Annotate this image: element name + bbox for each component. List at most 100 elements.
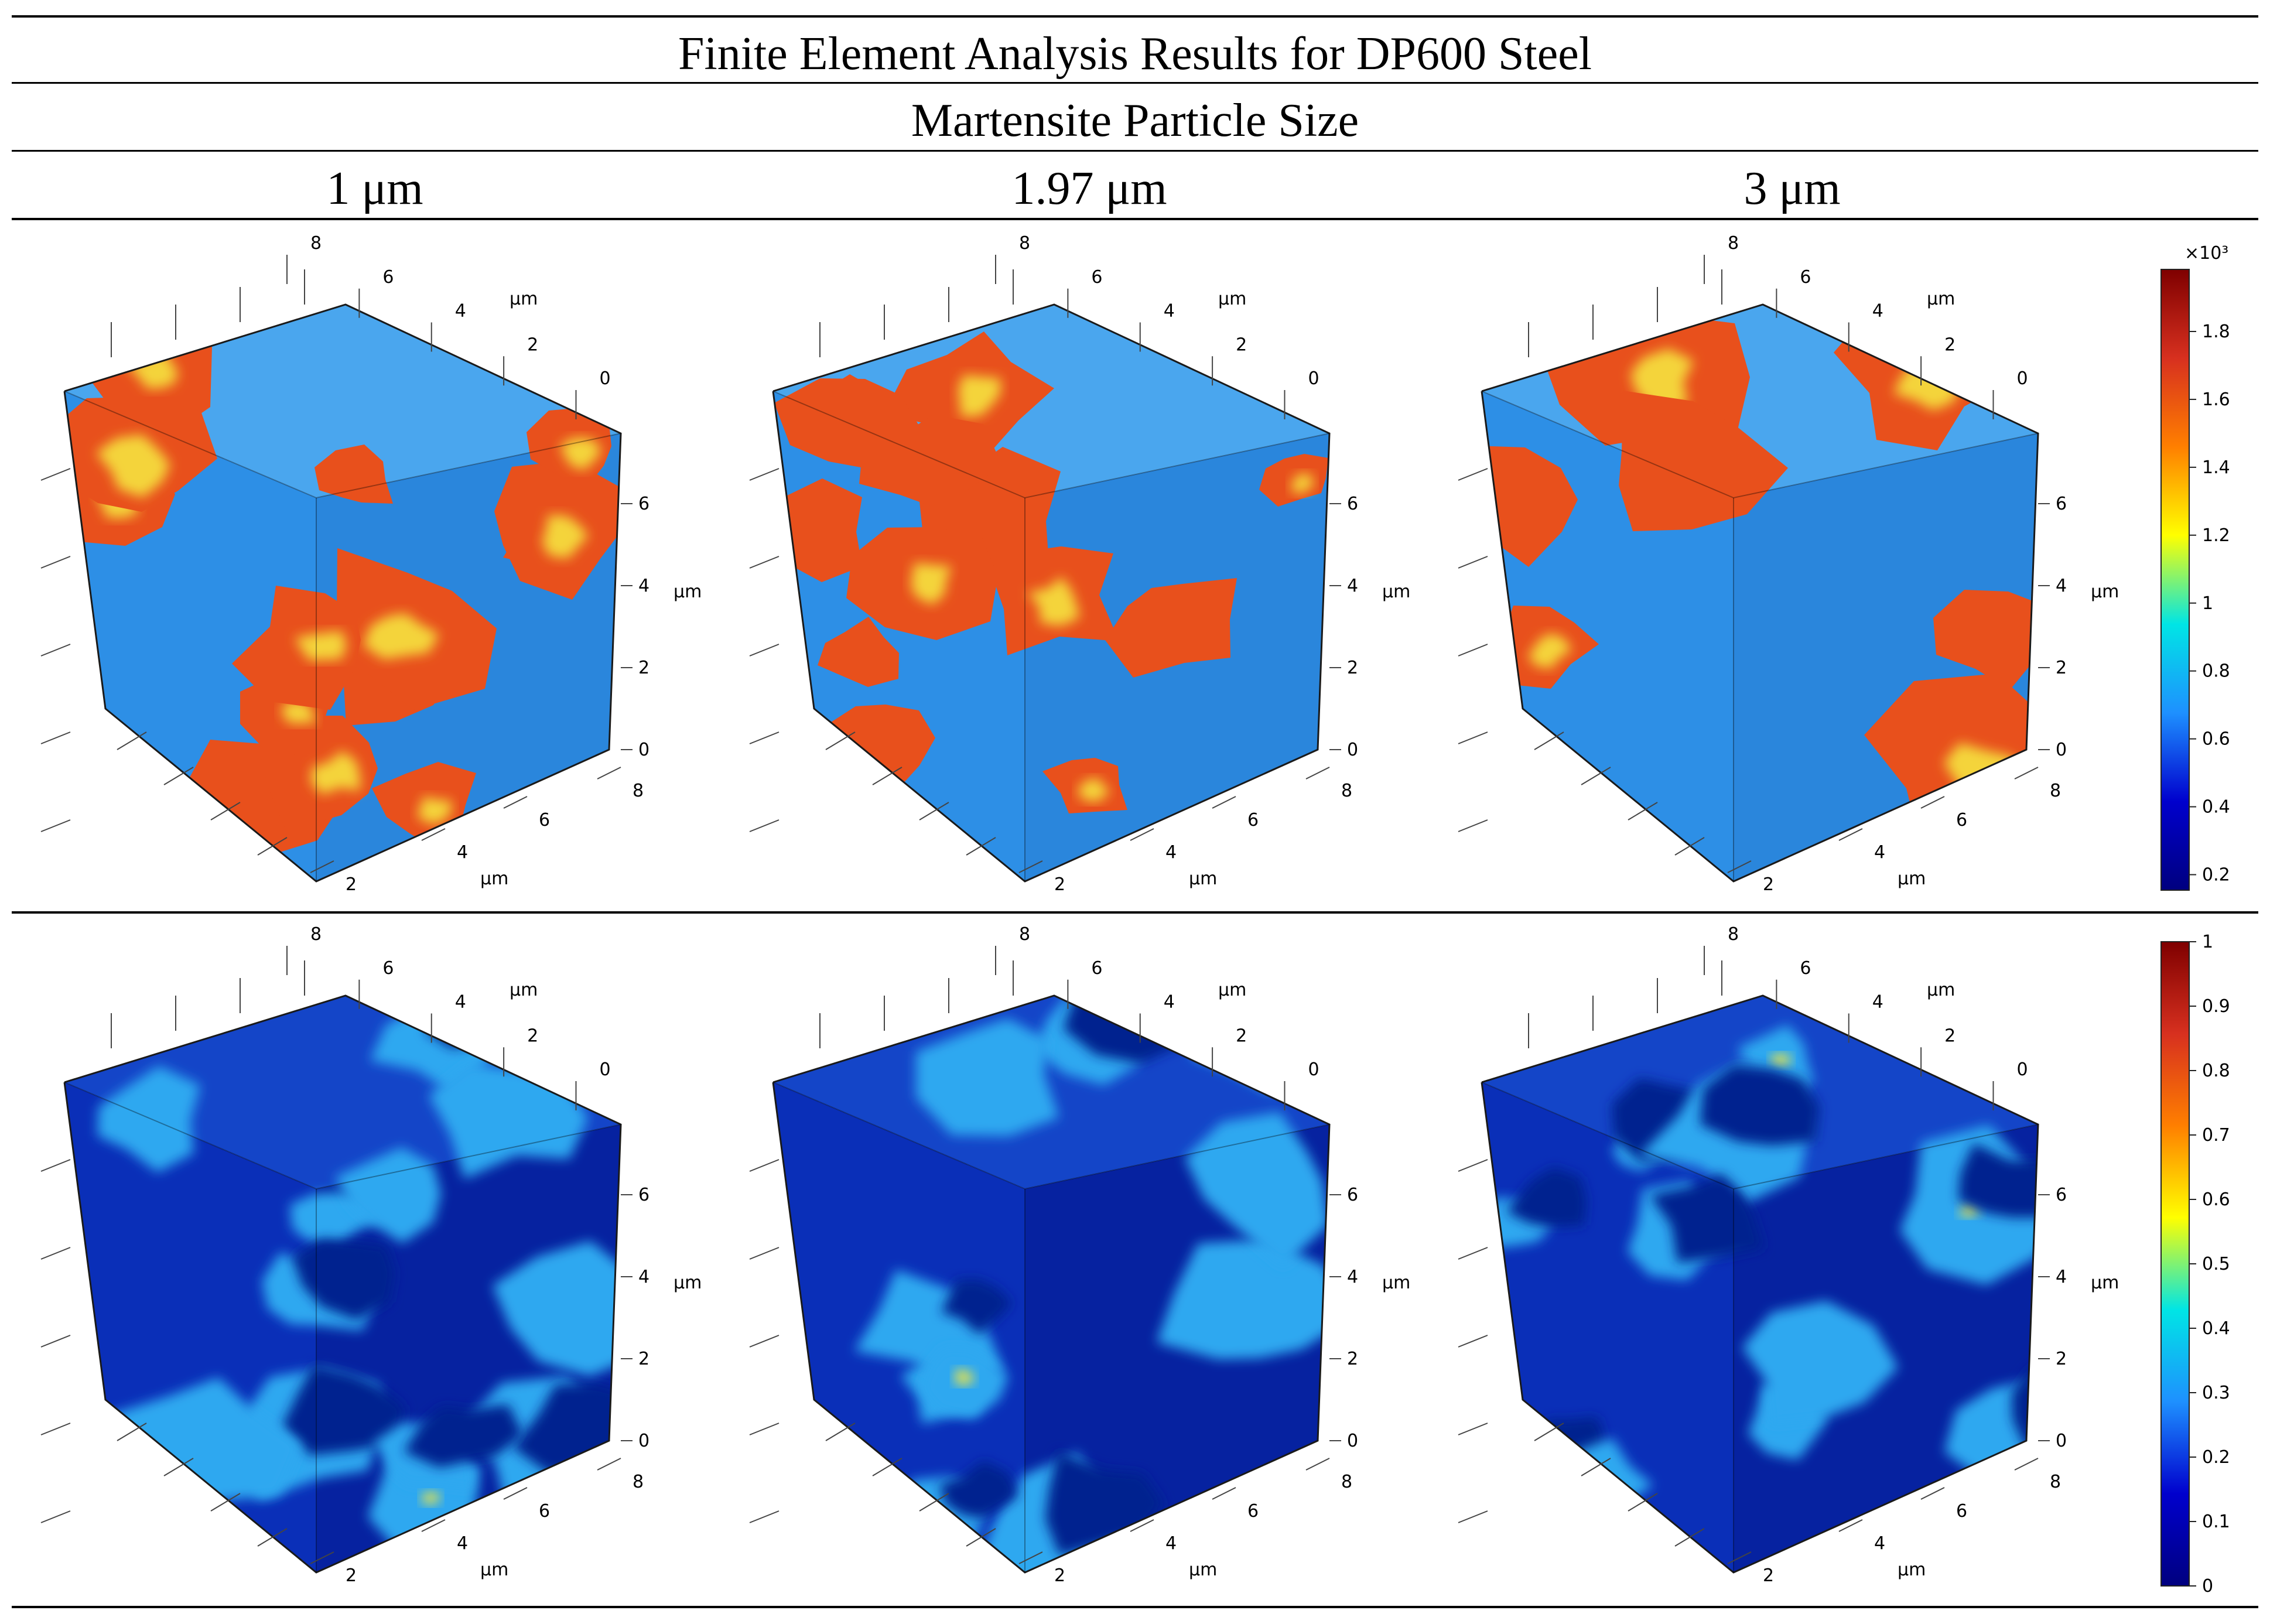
right-axis-tick-label: 6 bbox=[638, 1185, 649, 1205]
axis-tick bbox=[40, 1423, 71, 1435]
axis-tick bbox=[1458, 644, 1488, 657]
right-axis-tick-label: 6 bbox=[638, 494, 649, 514]
strain-band bbox=[1157, 1239, 1329, 1359]
top-axis-unit: μm bbox=[510, 980, 538, 1000]
axis-tick bbox=[749, 556, 780, 569]
strain-hotspot bbox=[421, 1491, 440, 1505]
cube-strain-1: 8 6 4 2 0 μm 6 4 2 0 μm 8 6 4 2 μm bbox=[40, 924, 702, 1586]
axis-tick bbox=[1458, 1247, 1488, 1260]
stress-hotspot bbox=[911, 563, 952, 605]
axis-tick bbox=[919, 802, 949, 820]
axis-tick bbox=[1838, 1519, 1863, 1532]
axis-tick bbox=[749, 1159, 780, 1172]
right-axis-tick-label: 0 bbox=[2056, 740, 2067, 760]
top-axis-tick-label: 2 bbox=[527, 1025, 538, 1046]
top-axis-tick-label: 8 bbox=[1019, 233, 1030, 254]
axis-tick bbox=[1212, 1487, 1236, 1500]
strain-band bbox=[1944, 1380, 2038, 1481]
top-axis-tick-label: 4 bbox=[455, 992, 466, 1013]
bottom-axis-tick-label: 4 bbox=[1874, 1533, 1885, 1554]
right-axis-tick-label: 2 bbox=[2056, 658, 2067, 678]
stress-hotspot bbox=[310, 751, 361, 795]
right-axis-unit: μm bbox=[1382, 582, 1410, 602]
axis-tick bbox=[1212, 796, 1236, 809]
colorbar-tick-label: 0.6 bbox=[2202, 729, 2230, 750]
axis-tick bbox=[257, 1528, 288, 1547]
colorbar-tick-label: 1.6 bbox=[2202, 389, 2230, 410]
axis-tick bbox=[40, 731, 71, 744]
top-axis-tick-label: 6 bbox=[1091, 267, 1102, 288]
strain-band bbox=[916, 1018, 1059, 1136]
stress-hotspot bbox=[542, 515, 589, 559]
right-axis-unit: μm bbox=[1382, 1273, 1410, 1293]
axis-tick bbox=[597, 1458, 621, 1471]
top-axis-tick-label: 4 bbox=[1164, 301, 1175, 322]
top-axis-unit: μm bbox=[510, 289, 538, 309]
colorbar-exponent: ×10³ bbox=[2184, 243, 2228, 264]
axis-tick bbox=[40, 644, 71, 657]
stress-hotspot bbox=[1528, 633, 1572, 669]
column-header-rule bbox=[12, 218, 2258, 220]
martensite-region bbox=[1933, 590, 2038, 690]
strain-hotspot bbox=[1592, 1477, 1611, 1492]
axis-tick bbox=[1130, 1519, 1154, 1532]
low-strain-region bbox=[1958, 1143, 2038, 1218]
subtitle: Martensite Particle Size bbox=[911, 95, 1359, 146]
axis-tick bbox=[1534, 1423, 1564, 1441]
axis-tick bbox=[1581, 767, 1611, 785]
bottom-axis-tick-label: 8 bbox=[1341, 781, 1352, 801]
colorbar-tick-label: 0.4 bbox=[2202, 1318, 2230, 1339]
right-axis-tick-label: 6 bbox=[2056, 1185, 2067, 1205]
axis-tick bbox=[1727, 860, 1752, 873]
axis-tick bbox=[1130, 828, 1154, 841]
cube-stress-3: 8 6 4 2 0 μm 6 4 2 0 μm 8 6 4 2 μm bbox=[1458, 233, 2119, 895]
low-strain-region bbox=[1700, 1065, 1820, 1146]
low-strain-region bbox=[939, 1461, 1018, 1519]
right-axis-tick-label: 2 bbox=[1347, 1349, 1358, 1369]
strain-band bbox=[97, 1066, 200, 1172]
cube-edge bbox=[772, 391, 1330, 499]
axis-tick bbox=[421, 828, 446, 841]
bottom-axis-unit: μm bbox=[480, 869, 508, 889]
cube-axes: 8 6 4 2 0 μm 6 4 2 0 μm 8 6 4 2 μm bbox=[40, 924, 702, 1586]
top-axis-tick-label: 8 bbox=[1728, 233, 1739, 254]
martensite-region bbox=[773, 478, 862, 582]
axis-tick bbox=[163, 767, 194, 785]
right-axis-tick-label: 4 bbox=[1347, 1267, 1358, 1287]
colorbar-tick-label: 0.1 bbox=[2202, 1512, 2230, 1532]
axis-tick bbox=[749, 1247, 780, 1260]
colorbar-tick-label: 0.5 bbox=[2202, 1254, 2230, 1274]
top-axis-unit: μm bbox=[1218, 980, 1246, 1000]
top-axis-tick-label: 6 bbox=[1800, 958, 1811, 979]
cube-edge bbox=[772, 1082, 1330, 1190]
right-axis-tick-label: 0 bbox=[638, 1431, 649, 1451]
colorbar-tick-label: 0.2 bbox=[2202, 865, 2230, 885]
strain-hotspot bbox=[954, 1368, 975, 1385]
top-axis-tick-label: 6 bbox=[382, 267, 394, 288]
axis-tick bbox=[117, 1423, 147, 1441]
right-axis-tick-label: 4 bbox=[2056, 1267, 2067, 1287]
top-axis-tick-label: 2 bbox=[1236, 334, 1247, 355]
martensite-region bbox=[1482, 446, 1578, 567]
bottom-axis-tick-label: 8 bbox=[2050, 1472, 2061, 1492]
low-strain-region bbox=[941, 1279, 1013, 1335]
cube-edge bbox=[64, 391, 621, 499]
cube-stress-1: 8 6 4 2 0 μm 6 4 2 0 μm 8 6 4 2 μm bbox=[40, 233, 702, 895]
bottom-axis-unit: μm bbox=[1898, 1560, 1926, 1580]
axis-tick bbox=[503, 796, 528, 809]
column-header-197um: 1.97 μm bbox=[1011, 163, 1167, 214]
cube-top-face bbox=[773, 996, 1329, 1189]
colorbar-gradient bbox=[2160, 269, 2190, 891]
low-strain-region bbox=[404, 1404, 523, 1468]
top-axis-tick-label: 6 bbox=[382, 958, 394, 979]
axis-tick bbox=[825, 1423, 856, 1441]
bottom-axis-tick-label: 4 bbox=[457, 842, 468, 863]
top-axis-tick-label: 2 bbox=[527, 334, 538, 355]
top-axis-unit: μm bbox=[1218, 289, 1246, 309]
axis-tick bbox=[210, 802, 241, 820]
axis-tick bbox=[1458, 1335, 1488, 1348]
strain-band bbox=[335, 1147, 441, 1243]
stress-hotspot bbox=[295, 631, 347, 661]
bottom-axis-tick-label: 8 bbox=[633, 781, 644, 801]
